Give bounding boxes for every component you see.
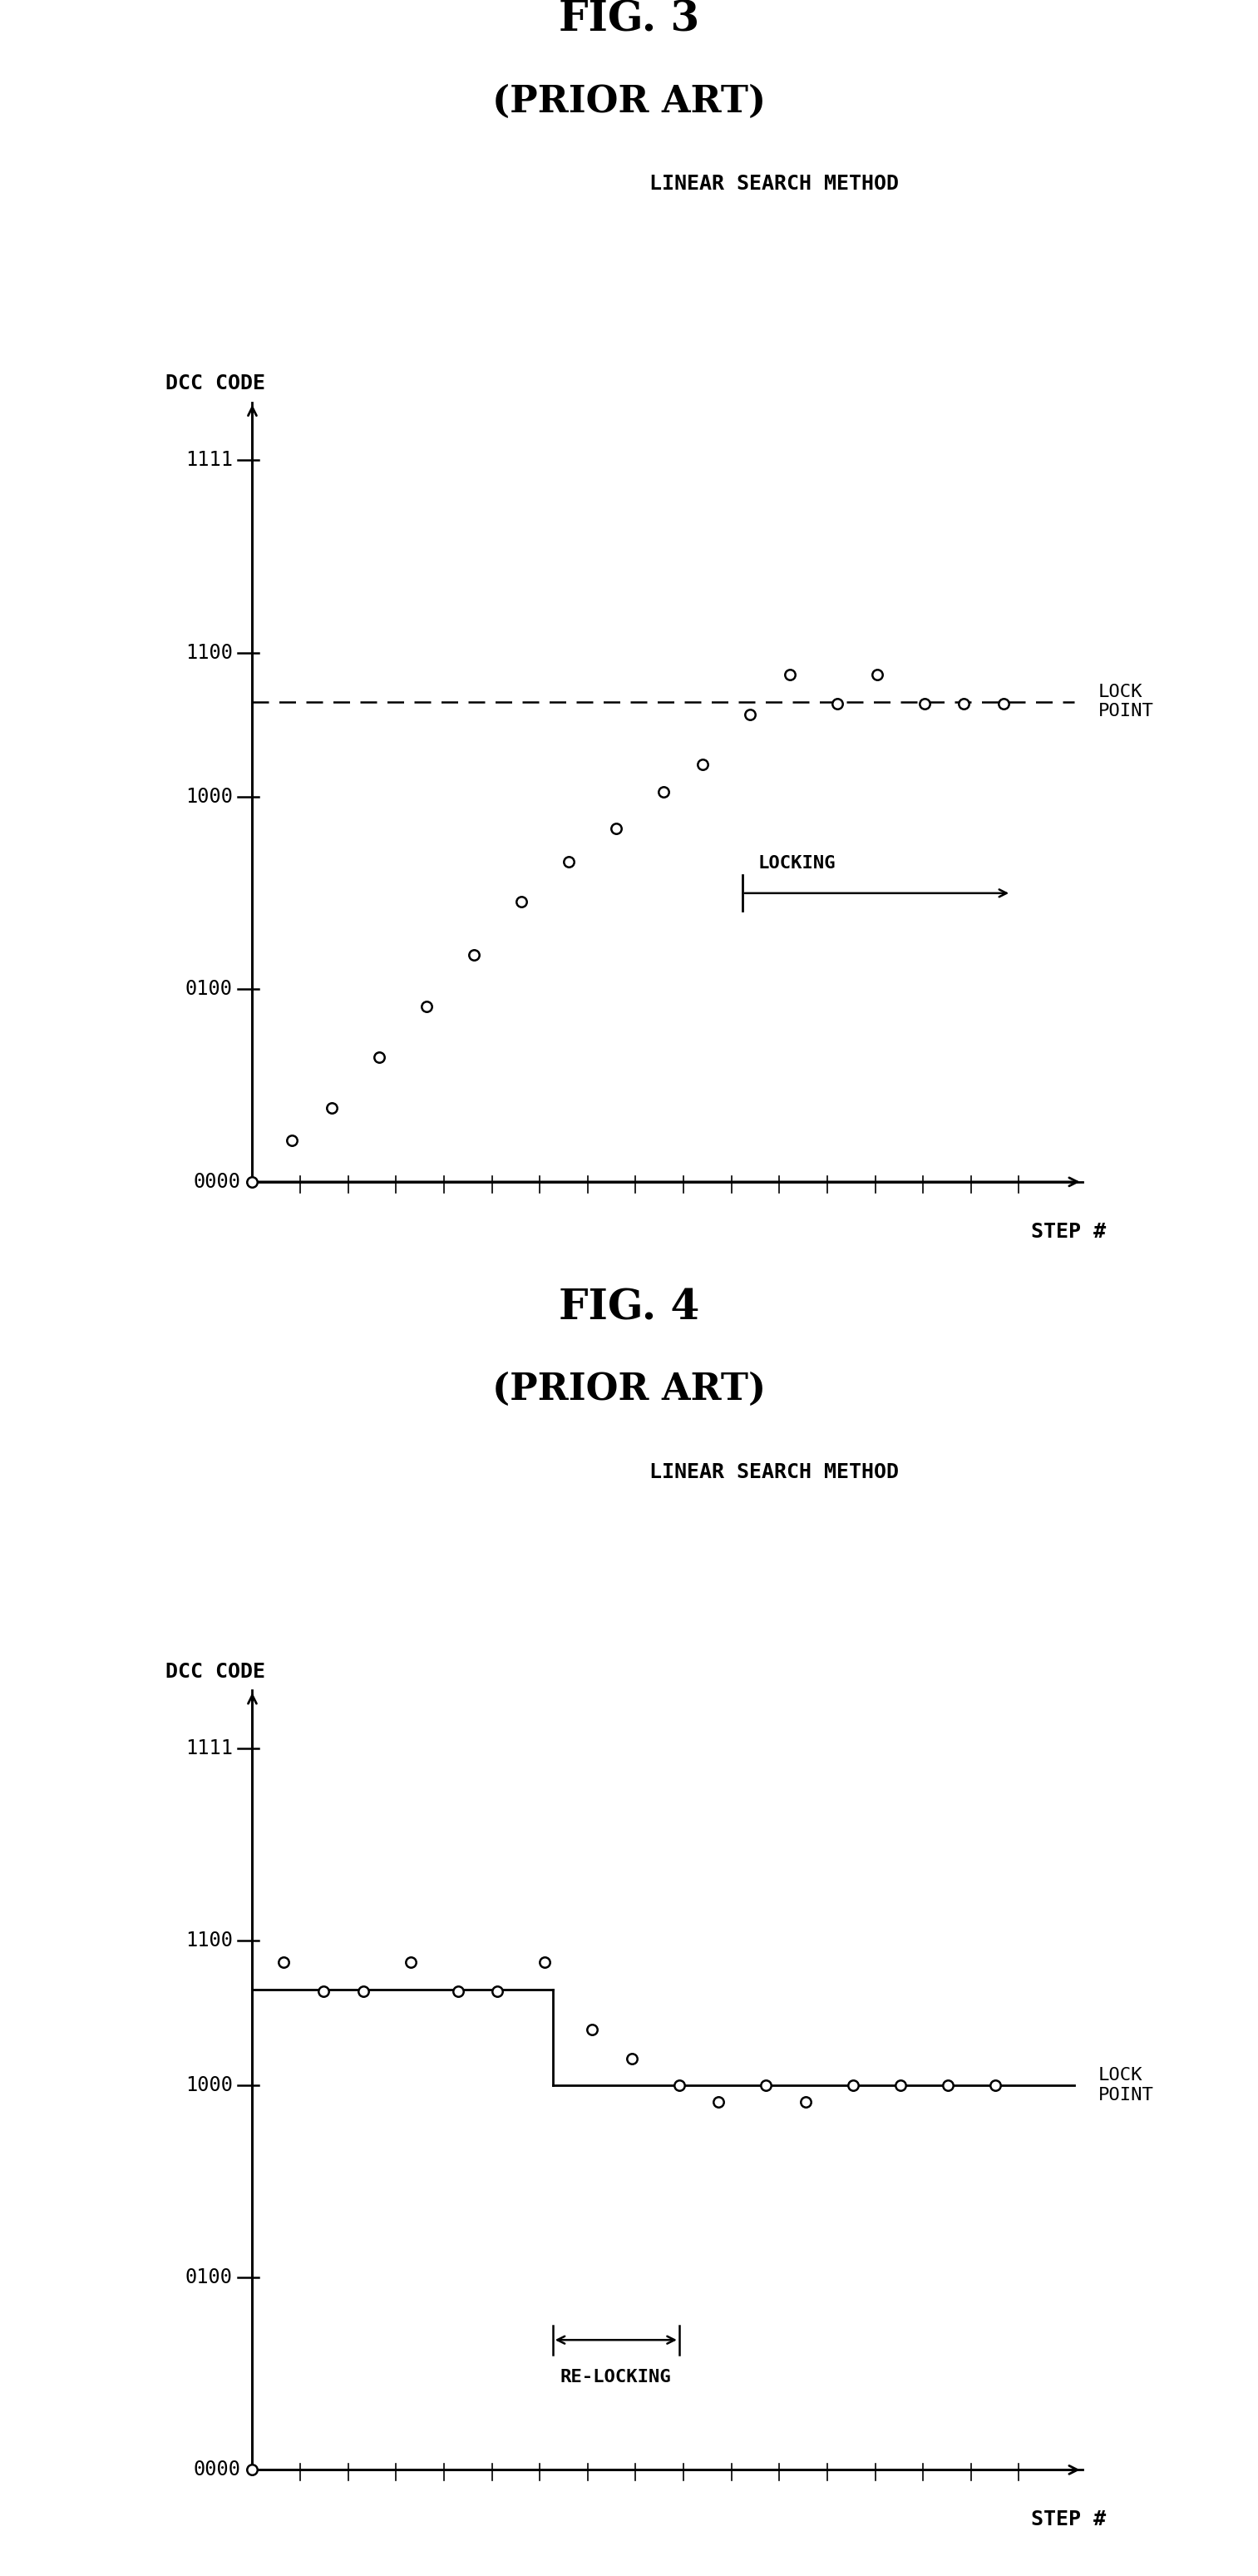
Text: LOCK
POINT: LOCK POINT — [1098, 685, 1154, 719]
Point — [708, 2081, 728, 2123]
Point — [606, 809, 626, 850]
Point — [954, 683, 974, 724]
Text: STEP #: STEP # — [1032, 1221, 1106, 1242]
Text: DCC CODE: DCC CODE — [165, 374, 265, 394]
Point — [843, 2063, 863, 2105]
Text: 0000: 0000 — [192, 2460, 240, 2481]
Point — [669, 2063, 689, 2105]
Point — [740, 693, 760, 734]
Text: 1000: 1000 — [185, 2076, 233, 2094]
Point — [985, 2063, 1005, 2105]
Point — [464, 935, 484, 976]
Text: (PRIOR ART): (PRIOR ART) — [492, 1370, 766, 1406]
Text: 1111: 1111 — [185, 1739, 233, 1757]
Point — [693, 744, 713, 786]
Point — [535, 1942, 555, 1984]
Point — [780, 654, 800, 696]
Point — [828, 683, 848, 724]
Text: LOCKING: LOCKING — [759, 855, 837, 871]
Text: RE-LOCKING: RE-LOCKING — [560, 2370, 672, 2385]
Point — [621, 2038, 642, 2079]
Point — [994, 683, 1014, 724]
Point — [653, 773, 673, 814]
Point — [915, 683, 935, 724]
Text: LINEAR SEARCH METHOD: LINEAR SEARCH METHOD — [649, 175, 898, 193]
Point — [891, 2063, 911, 2105]
Point — [369, 1036, 389, 1077]
Point — [582, 2009, 603, 2050]
Text: 1111: 1111 — [185, 451, 233, 469]
Text: 0000: 0000 — [192, 1172, 240, 1193]
Text: (PRIOR ART): (PRIOR ART) — [492, 85, 766, 118]
Text: FIG. 3: FIG. 3 — [559, 0, 699, 41]
Text: 1000: 1000 — [185, 788, 233, 806]
Point — [938, 2063, 959, 2105]
Point — [416, 987, 437, 1028]
Text: 0100: 0100 — [185, 2267, 233, 2287]
Point — [559, 840, 579, 881]
Text: 1100: 1100 — [185, 644, 233, 662]
Point — [511, 881, 531, 922]
Text: FIG. 4: FIG. 4 — [559, 1288, 699, 1329]
Text: LINEAR SEARCH METHOD: LINEAR SEARCH METHOD — [649, 1463, 898, 1481]
Point — [353, 1971, 374, 2012]
Point — [313, 1971, 333, 2012]
Point — [282, 1121, 302, 1162]
Point — [400, 1942, 420, 1984]
Point — [321, 1087, 341, 1128]
Point — [756, 2063, 776, 2105]
Point — [448, 1971, 468, 2012]
Point — [274, 1942, 294, 1984]
Point — [867, 654, 887, 696]
Text: LOCK
POINT: LOCK POINT — [1098, 2066, 1154, 2102]
Text: 1100: 1100 — [185, 1932, 233, 1950]
Text: STEP #: STEP # — [1032, 2509, 1106, 2530]
Point — [795, 2081, 815, 2123]
Point — [487, 1971, 507, 2012]
Text: 0100: 0100 — [185, 979, 233, 999]
Text: DCC CODE: DCC CODE — [165, 1662, 265, 1682]
